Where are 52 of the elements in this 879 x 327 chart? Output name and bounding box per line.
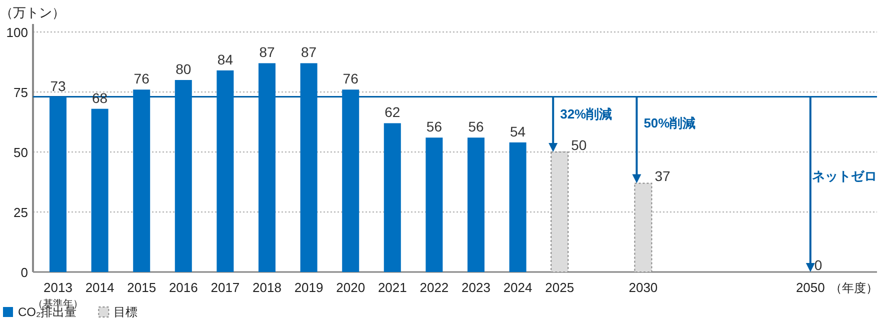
data-label: 54: [510, 123, 526, 140]
bar: [509, 142, 526, 272]
annotation: 50%削減: [644, 116, 696, 131]
y-tick-label: 50: [14, 145, 28, 160]
data-label: 37: [654, 168, 670, 184]
data-label: 56: [468, 118, 484, 135]
data-label: 56: [426, 118, 442, 135]
bar: [384, 123, 401, 272]
bar: [258, 63, 276, 272]
x-tick-label: 2022: [420, 280, 449, 295]
data-label: 87: [301, 44, 317, 60]
x-tick-label: 2025: [545, 280, 574, 295]
legend-label: 目標: [114, 305, 138, 319]
x-tick-label: 2023: [462, 280, 490, 295]
data-label: 76: [134, 70, 150, 87]
x-tick-label: 2016: [168, 280, 198, 295]
bar: [91, 108, 108, 272]
data-label: 0: [814, 257, 822, 273]
data-label: 87: [259, 44, 275, 60]
x-tick-label: 2050: [796, 280, 825, 295]
data-label: 80: [176, 61, 192, 77]
data-label: 84: [217, 51, 234, 68]
x-tick-label: 2021: [378, 280, 407, 295]
x-tick-label: 2030: [628, 280, 658, 295]
x-tick-label: 2015: [127, 280, 156, 295]
bar: [426, 138, 443, 272]
y-axis-title: （万トン）: [0, 5, 65, 20]
bar: [174, 80, 192, 272]
annotation: 32%削減: [560, 106, 612, 122]
data-label: 62: [384, 104, 400, 120]
data-label: 76: [342, 70, 359, 87]
y-tick-label: 100: [6, 25, 28, 40]
x-tick-label: 2024: [503, 280, 532, 295]
data-label: 73: [50, 78, 66, 94]
x-tick-label: 2014: [85, 280, 114, 295]
y-tick-label: 75: [14, 85, 28, 100]
y-tick-label: 0: [20, 265, 28, 280]
x-tick-label: 2013: [44, 280, 72, 295]
bar: [300, 63, 318, 272]
data-label: 50: [571, 137, 587, 153]
x-tick-label: 2018: [252, 280, 282, 295]
annotation: ネットゼロ: [812, 168, 877, 184]
y-tick-label: 25: [14, 205, 28, 220]
x-tick-label: 2017: [210, 280, 240, 295]
bar: [216, 70, 234, 272]
bar: [133, 90, 150, 272]
bar: [468, 138, 484, 272]
x-axis-title: （年度）: [830, 281, 878, 295]
x-tick-label: 2020: [336, 280, 366, 295]
x-tick-label: 2019: [294, 280, 324, 295]
bar: [342, 90, 360, 272]
bar: [50, 96, 66, 272]
